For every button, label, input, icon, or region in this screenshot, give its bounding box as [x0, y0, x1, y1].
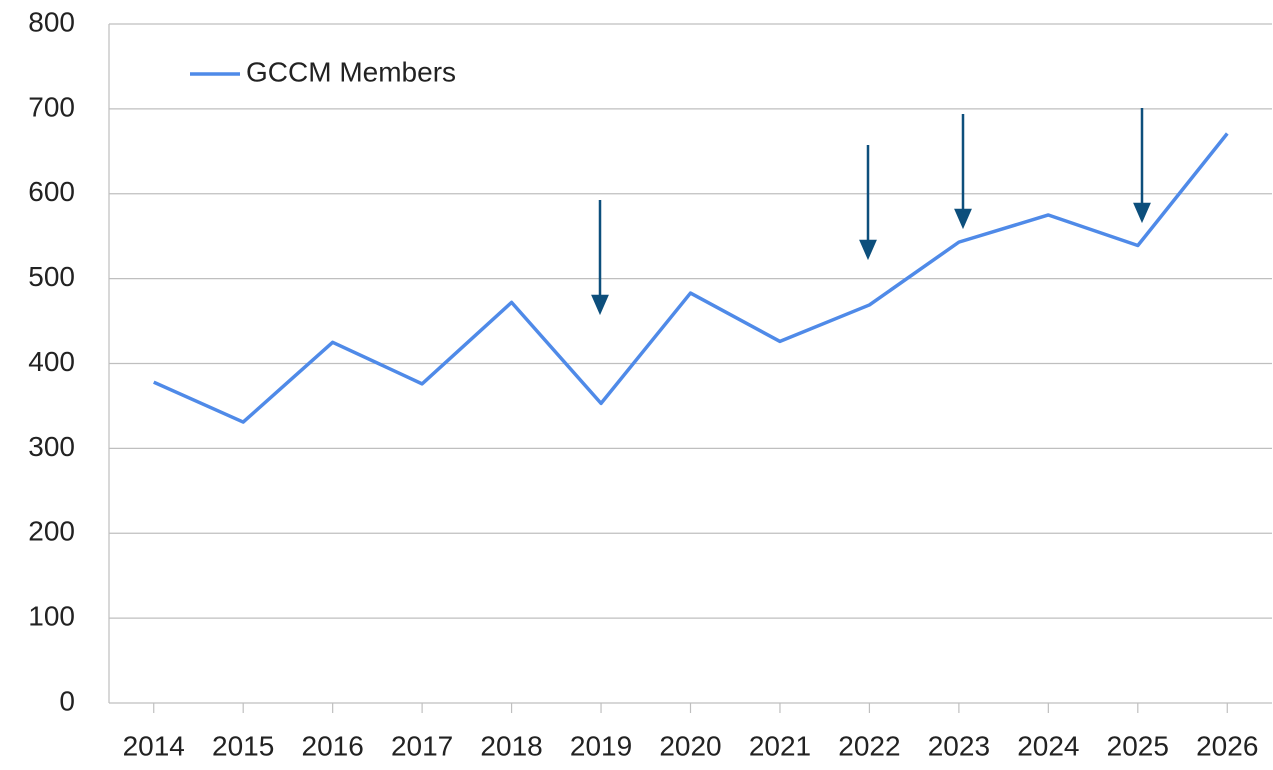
y-tick-label: 600 [28, 176, 75, 207]
x-tick-label: 2018 [480, 730, 542, 761]
x-tick-label: 2022 [838, 730, 900, 761]
x-tick-label: 2020 [659, 730, 721, 761]
legend-label: GCCM Members [246, 56, 456, 87]
y-tick-label: 300 [28, 431, 75, 462]
arrow-head [859, 239, 877, 261]
y-tick-label: 200 [28, 516, 75, 547]
x-tick-label: 2014 [123, 730, 185, 761]
x-tick-label: 2023 [928, 730, 990, 761]
x-tick-label: 2015 [212, 730, 274, 761]
data-line [153, 132, 1229, 424]
y-tick-label: 800 [28, 6, 75, 37]
x-tick-label: 2025 [1107, 730, 1169, 761]
x-tick-label: 2024 [1017, 730, 1079, 761]
annotation-arrows [591, 108, 1151, 316]
y-tick-label: 500 [28, 261, 75, 292]
x-tick-label: 2017 [391, 730, 453, 761]
arrow-head [1133, 202, 1151, 224]
y-tick-label: 0 [59, 685, 75, 716]
x-tick-label: 2026 [1196, 730, 1258, 761]
x-tick-label: 2019 [570, 730, 632, 761]
x-tick-label: 2021 [749, 730, 811, 761]
arrow-head [591, 294, 609, 316]
arrow-head [954, 208, 972, 230]
y-tick-label: 700 [28, 91, 75, 122]
x-tick-label: 2016 [302, 730, 364, 761]
y-tick-label: 400 [28, 346, 75, 377]
y-tick-label: 100 [28, 601, 75, 632]
